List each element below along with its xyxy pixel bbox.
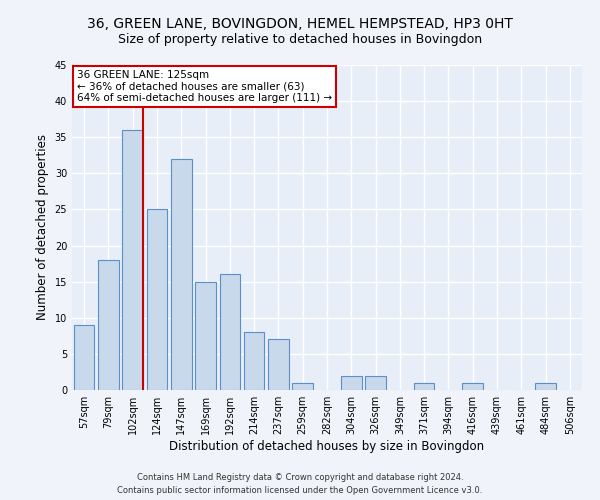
Bar <box>535 383 556 390</box>
Text: 36 GREEN LANE: 125sqm
← 36% of detached houses are smaller (63)
64% of semi-deta: 36 GREEN LANE: 125sqm ← 36% of detached … <box>77 70 332 103</box>
Bar <box>220 274 240 390</box>
Bar <box>341 376 362 390</box>
Bar <box>268 340 289 390</box>
Bar <box>365 376 386 390</box>
X-axis label: Distribution of detached houses by size in Bovingdon: Distribution of detached houses by size … <box>169 440 485 453</box>
Bar <box>171 159 191 390</box>
Bar <box>122 130 143 390</box>
Bar <box>244 332 265 390</box>
Text: Contains HM Land Registry data © Crown copyright and database right 2024.
Contai: Contains HM Land Registry data © Crown c… <box>118 474 482 495</box>
Bar <box>414 383 434 390</box>
Bar <box>292 383 313 390</box>
Bar <box>146 210 167 390</box>
Bar <box>463 383 483 390</box>
Text: Size of property relative to detached houses in Bovingdon: Size of property relative to detached ho… <box>118 32 482 46</box>
Bar <box>195 282 216 390</box>
Y-axis label: Number of detached properties: Number of detached properties <box>36 134 49 320</box>
Text: 36, GREEN LANE, BOVINGDON, HEMEL HEMPSTEAD, HP3 0HT: 36, GREEN LANE, BOVINGDON, HEMEL HEMPSTE… <box>87 18 513 32</box>
Bar <box>74 325 94 390</box>
Bar <box>98 260 119 390</box>
